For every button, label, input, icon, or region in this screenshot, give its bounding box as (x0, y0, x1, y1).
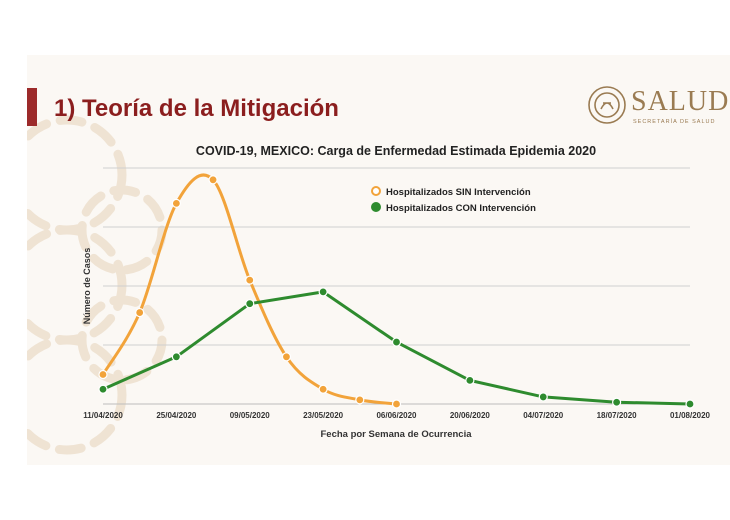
legend-marker (371, 202, 381, 212)
data-point-sin (391, 399, 402, 409)
data-point-sin (171, 198, 181, 208)
x-tick-label: 04/07/2020 (523, 411, 564, 420)
slide: 1) Teoría de la Mitigación SALUD SECRETA… (27, 55, 730, 465)
data-point-con (685, 399, 695, 409)
x-tick-label: 09/05/2020 (230, 411, 271, 420)
x-tick-label: 06/06/2020 (376, 411, 417, 420)
x-tick-label: 25/04/2020 (156, 411, 197, 420)
data-point-con (538, 392, 548, 402)
legend-label: Hospitalizados CON Intervención (386, 203, 536, 214)
x-tick-label: 01/08/2020 (670, 411, 711, 420)
series-line-sin (101, 173, 397, 406)
data-point-sin (135, 307, 145, 318)
data-point-con (391, 337, 402, 347)
data-point-sin (245, 275, 255, 285)
data-point-sin (208, 175, 218, 185)
data-point-sin (318, 384, 328, 394)
coat-of-arms-icon (588, 86, 626, 124)
legend-label: Hospitalizados SIN Intervención (386, 187, 531, 198)
legend-marker (371, 186, 381, 196)
data-point-con (98, 384, 108, 394)
chart-title: COVID-19, MEXICO: Carga de Enfermedad Es… (196, 144, 596, 158)
page-title: 1) Teoría de la Mitigación (54, 95, 339, 122)
x-tick-label: 18/07/2020 (597, 411, 638, 420)
logo-subtitle: SECRETARÍA DE SALUD (633, 119, 716, 125)
data-point-sin (355, 395, 365, 405)
background-ornament (27, 115, 167, 455)
title-accent-bar (27, 88, 37, 126)
x-tick-label: 20/06/2020 (450, 411, 491, 420)
data-point-sin (281, 352, 292, 362)
series-line-con (102, 290, 691, 406)
data-point-con (318, 287, 328, 297)
y-axis-label: Número de Casos (82, 248, 92, 325)
data-point-con (245, 299, 255, 309)
data-point-con (612, 397, 622, 407)
x-tick-label: 11/04/2020 (83, 411, 123, 420)
x-tick-label: 23/05/2020 (303, 411, 344, 420)
logo-wordmark: SALUD (631, 86, 730, 117)
data-point-con (465, 375, 475, 385)
data-point-con (171, 352, 181, 362)
salud-logo: SALUD SECRETARÍA DE SALUD (587, 85, 730, 129)
data-point-sin (98, 369, 108, 380)
x-axis-label: Fecha por Semana de Ocurrencia (320, 429, 472, 440)
